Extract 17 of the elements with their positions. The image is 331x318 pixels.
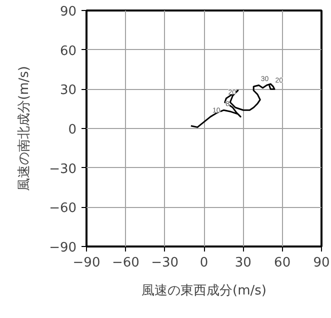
y-tick-label: −90 [49, 240, 77, 256]
line-series [190, 83, 276, 128]
x-tick-label: −60 [112, 256, 140, 270]
y-tick-label: 30 [60, 83, 77, 98]
y-axis-title: 風速の南北成分(m/s) [17, 66, 32, 191]
x-axis-title: 風速の東西成分(m/s) [142, 284, 266, 298]
x-tick-label: 60 [274, 256, 291, 270]
x-tick-label: −90 [72, 256, 100, 270]
y-tick-label: −30 [49, 162, 77, 177]
x-tick-label: −30 [151, 256, 179, 270]
y-tick-label: 60 [60, 44, 77, 59]
x-tick-label: 0 [200, 256, 208, 270]
y-tick-label: −60 [49, 201, 77, 216]
y-tick-label: 0 [68, 122, 77, 138]
x-tick-label: 30 [234, 256, 252, 270]
y-tick-label: 90 [60, 4, 77, 20]
x-tick-label: 90 [313, 256, 330, 270]
